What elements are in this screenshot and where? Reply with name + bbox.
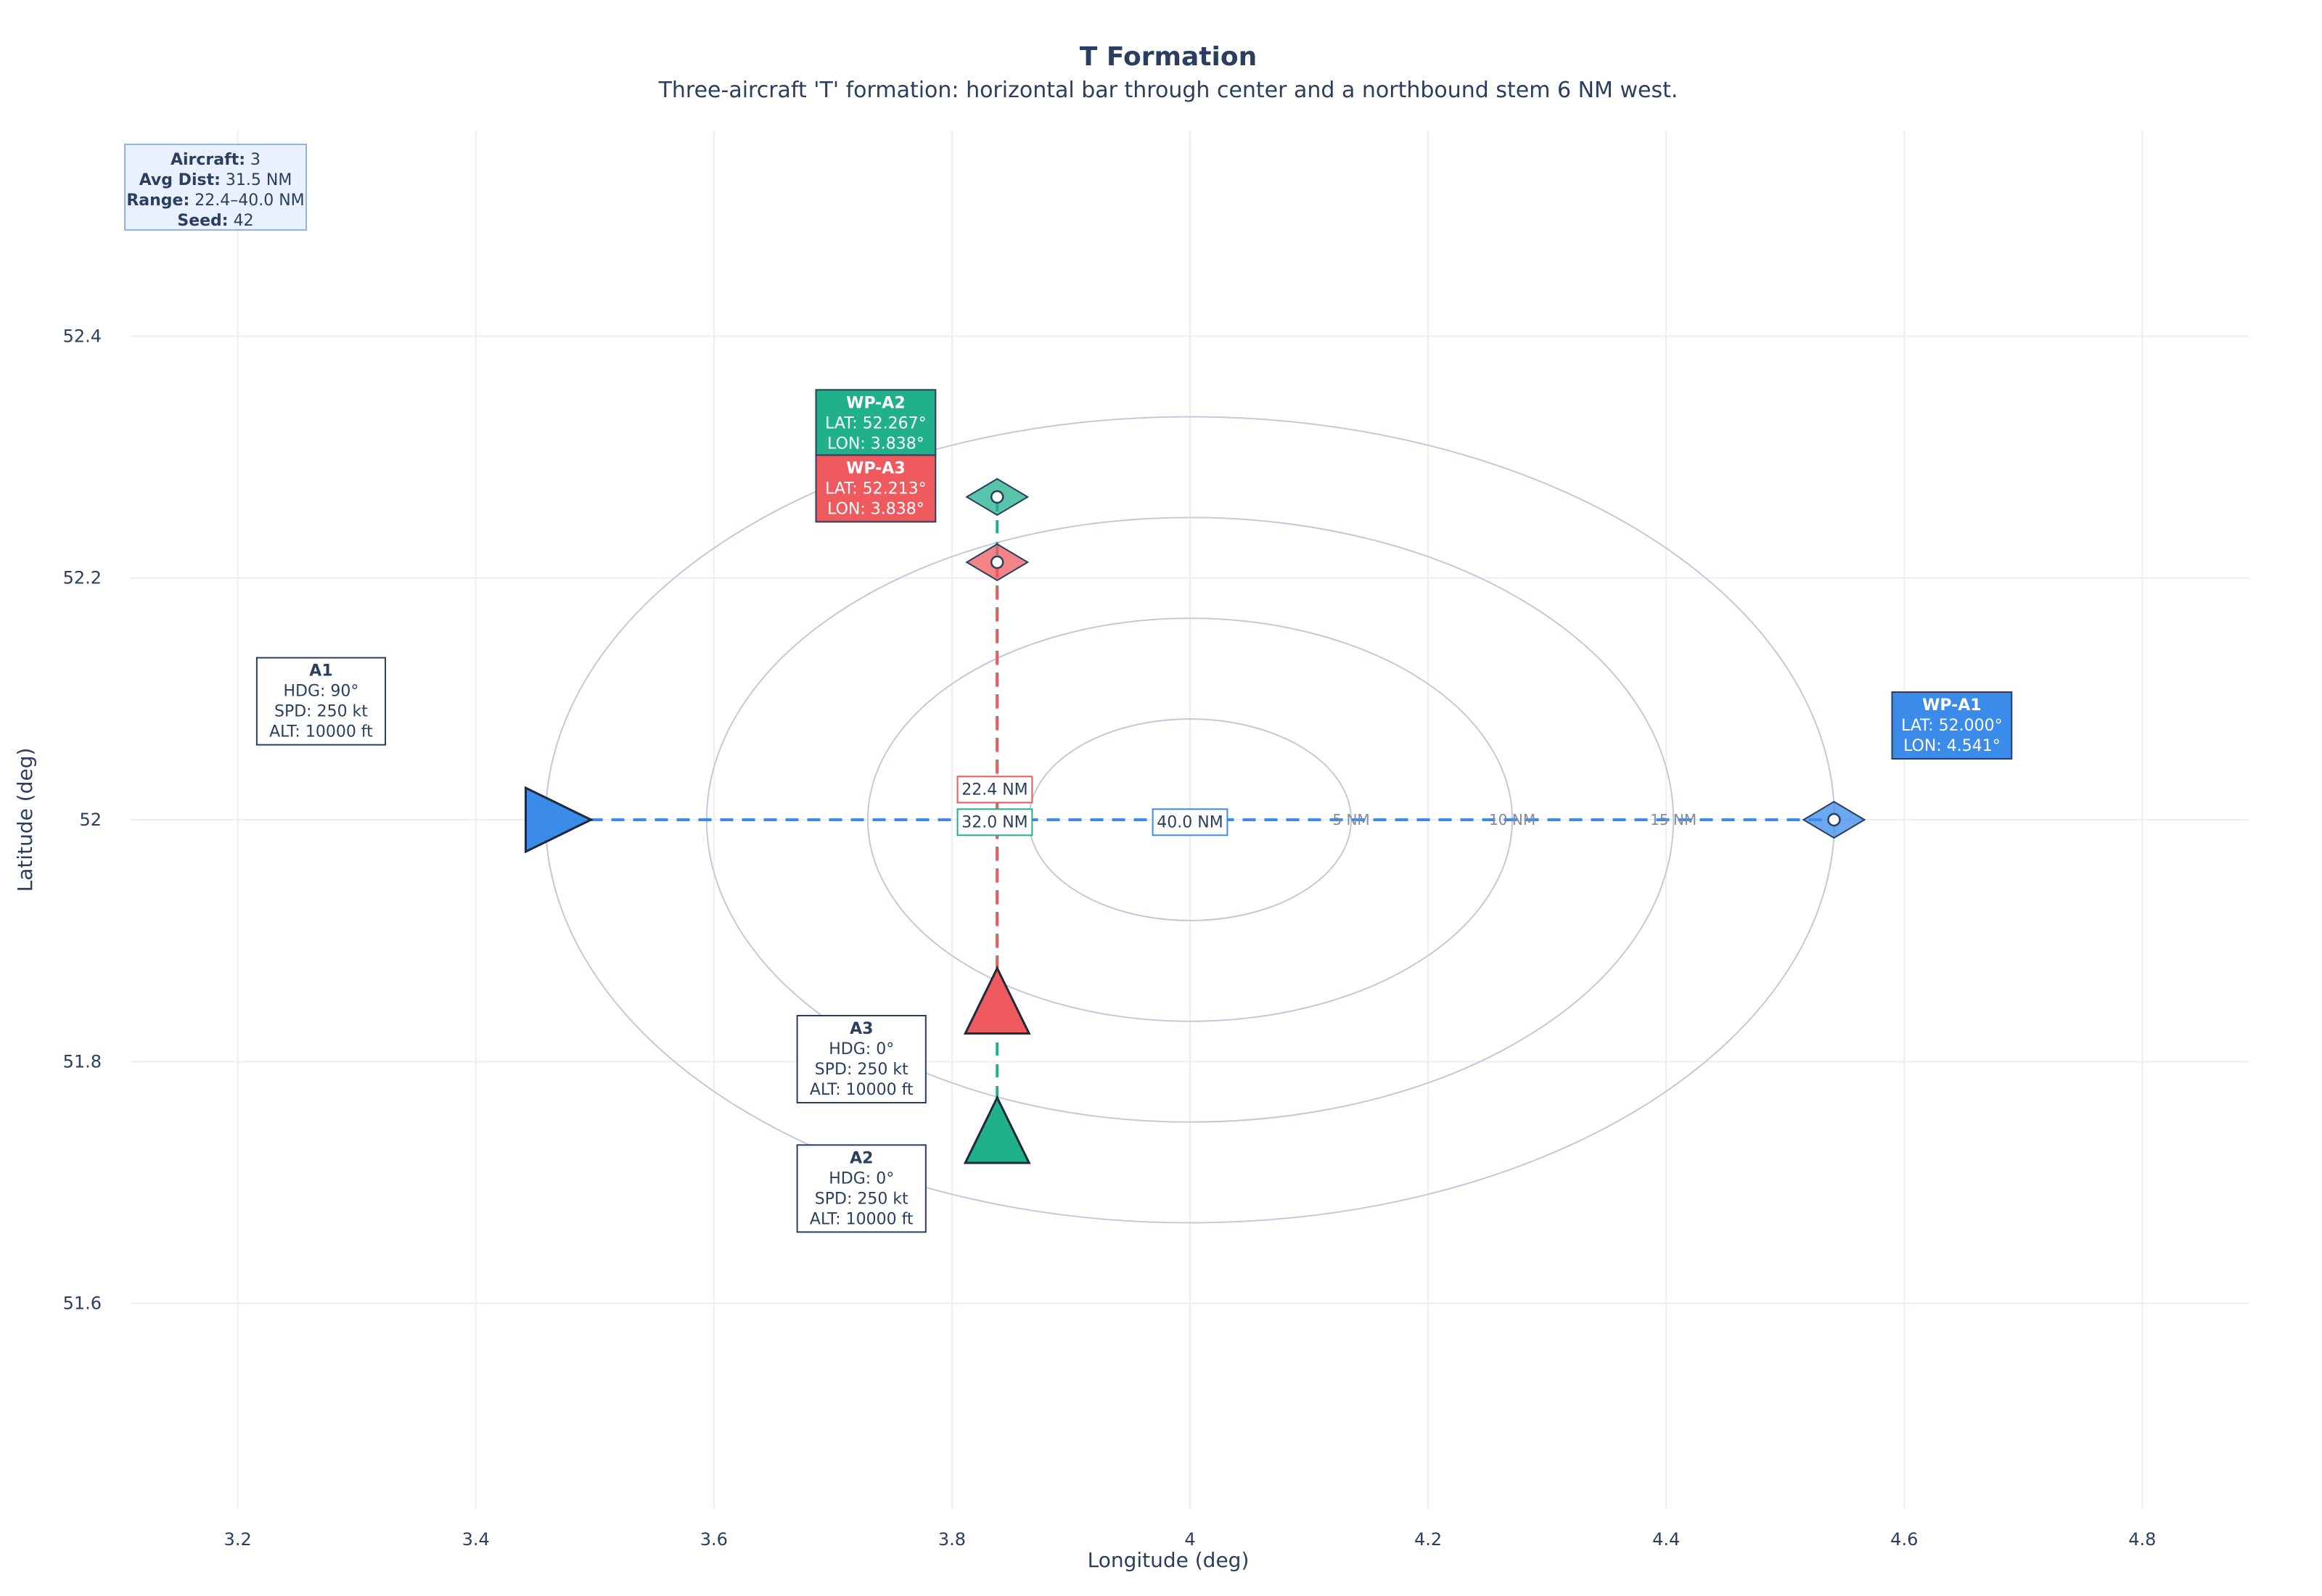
summary-info-bg bbox=[124, 144, 307, 231]
waypoint-label-a3-line: WP-A3 bbox=[846, 459, 905, 477]
x-tick-label: 4.6 bbox=[1890, 1529, 1918, 1550]
waypoint-label-a2-line: WP-A2 bbox=[846, 394, 905, 412]
aircraft-triangle bbox=[963, 966, 1031, 1035]
summary-info-row: Range: 22.4–40.0 NM bbox=[126, 192, 304, 210]
aircraft-triangle bbox=[963, 1095, 1031, 1164]
summary-info-value: 3 bbox=[245, 151, 260, 169]
aircraft-markers bbox=[525, 477, 1866, 1164]
summary-info-key: Avg Dist: bbox=[139, 171, 221, 189]
waypoint-dot bbox=[990, 490, 1004, 504]
y-tick-label: 51.8 bbox=[63, 1051, 102, 1071]
distance-label-a3: 22.4 NM bbox=[956, 776, 1033, 804]
x-tick-label: 4.2 bbox=[1414, 1529, 1442, 1550]
aircraft-info-a3-line: ALT: 10000 ft bbox=[810, 1081, 914, 1099]
aircraft-info-a1-line: A1 bbox=[309, 662, 332, 680]
y-tick-label: 52 bbox=[79, 810, 102, 830]
waypoint-label-a2-line: LON: 3.838° bbox=[827, 435, 924, 453]
waypoint-label-a1-line: LAT: 52.000° bbox=[1901, 717, 2003, 735]
x-axis-title: Longitude (deg) bbox=[1088, 1548, 1250, 1572]
range-ring-label: 10 NM bbox=[1489, 811, 1535, 828]
aircraft-a2-icon bbox=[963, 1095, 1031, 1164]
aircraft-info-a2-line: SPD: 250 kt bbox=[815, 1190, 908, 1208]
waypoint-a3-icon bbox=[965, 543, 1030, 582]
summary-info-key: Range: bbox=[126, 192, 189, 210]
summary-info-key: Seed: bbox=[177, 212, 228, 230]
waypoint-label-a1-box bbox=[1891, 691, 2013, 760]
waypoint-label-a1: WP-A1 LAT: 52.000° LON: 4.541° bbox=[1891, 691, 2013, 760]
distance-label-a3-line: 22.4 NM bbox=[961, 781, 1027, 799]
y-axis-title: Latitude (deg) bbox=[13, 748, 37, 892]
aircraft-info-a3-line: HDG: 0° bbox=[829, 1040, 894, 1058]
aircraft-a3-icon bbox=[963, 966, 1031, 1035]
aircraft-a1-icon bbox=[525, 786, 594, 854]
aircraft-info-a2: A2 HDG: 0° SPD: 250 kt ALT: 10000 ft bbox=[796, 1144, 927, 1233]
summary-info-value: 22.4–40.0 NM bbox=[189, 192, 304, 210]
x-tick-label: 3.4 bbox=[462, 1529, 490, 1550]
summary-info-row: Aircraft: 3 bbox=[171, 151, 260, 169]
waypoint-label-a3-line: LON: 3.838° bbox=[827, 500, 924, 518]
aircraft-info-a1: A1 HDG: 90° SPD: 250 kt ALT: 10000 ft bbox=[255, 657, 387, 746]
distance-label-a1-box bbox=[1152, 808, 1228, 836]
aircraft-info-a2-line: A2 bbox=[850, 1149, 873, 1167]
range-ring-label: 5 NM bbox=[1332, 811, 1369, 828]
range-ring-label: 15 NM bbox=[1650, 811, 1697, 828]
aircraft-info-a1-line: SPD: 250 kt bbox=[274, 703, 368, 721]
waypoint-dot bbox=[1827, 813, 1841, 827]
x-tick-label: 4.4 bbox=[1652, 1529, 1680, 1550]
aircraft-info-a2-line: ALT: 10000 ft bbox=[810, 1210, 914, 1228]
waypoint-label-a1-line: LON: 4.541° bbox=[1903, 737, 2001, 755]
aircraft-info-a3-line: A3 bbox=[850, 1020, 873, 1038]
summary-info-row: Avg Dist: 31.5 NM bbox=[139, 171, 292, 189]
distance-label-a2: 32.0 NM bbox=[956, 808, 1033, 836]
waypoint-label-a2-box bbox=[815, 389, 937, 458]
distance-label-a3-box bbox=[956, 776, 1033, 804]
distance-label-a1: 40.0 NM bbox=[1152, 808, 1228, 836]
aircraft-info-a3: A3 HDG: 0° SPD: 250 kt ALT: 10000 ft bbox=[796, 1015, 927, 1103]
aircraft-info-a2-box bbox=[796, 1144, 927, 1233]
aircraft-info-a2-line: HDG: 0° bbox=[829, 1169, 894, 1188]
summary-info-row: Seed: 42 bbox=[177, 212, 253, 230]
summary-info-box: Aircraft: 3 Avg Dist: 31.5 NM Range: 22.4–… bbox=[124, 144, 307, 231]
axis-ticks: 3.2 3.4 3.6 3.8 4 4.2 4.4 4.6 4.8 51.6 51.8 52 52.2 5… bbox=[63, 326, 2157, 1550]
summary-info-value: 42 bbox=[229, 212, 254, 230]
y-tick-label: 52.4 bbox=[63, 326, 102, 346]
annotations: 5 NM 10 NM 15 NM A1 HDG: 90° SPD: 250 kt ALT: … bbox=[124, 144, 2013, 1233]
chart-subtitle: Three-aircraft 'T' formation: horizontal… bbox=[658, 78, 1678, 103]
chart-title: T Formation bbox=[1080, 42, 1257, 72]
x-tick-label: 4 bbox=[1184, 1529, 1195, 1550]
waypoint-label-a2-line: LAT: 52.267° bbox=[825, 414, 927, 432]
aircraft-triangle bbox=[525, 786, 594, 854]
aircraft-info-a3-box bbox=[796, 1015, 927, 1103]
summary-info-value: 31.5 NM bbox=[221, 171, 292, 189]
waypoint-label-a2: WP-A2 LAT: 52.267° LON: 3.838° bbox=[815, 389, 937, 458]
aircraft-info-a1-line: ALT: 10000 ft bbox=[269, 723, 373, 741]
waypoint-a1-icon bbox=[1802, 800, 1866, 839]
waypoint-a2-icon bbox=[965, 477, 1030, 517]
aircraft-info-a1-line: HDG: 90° bbox=[284, 683, 359, 701]
distance-label-a2-line: 32.0 NM bbox=[961, 813, 1027, 831]
aircraft-info-a1-box bbox=[255, 657, 387, 746]
distance-label-a1-line: 40.0 NM bbox=[1157, 813, 1223, 831]
x-tick-label: 4.8 bbox=[2128, 1529, 2156, 1550]
x-tick-label: 3.6 bbox=[700, 1529, 728, 1550]
x-tick-label: 3.8 bbox=[938, 1529, 966, 1550]
x-tick-label: 3.2 bbox=[224, 1529, 252, 1550]
waypoint-dot bbox=[990, 555, 1004, 569]
waypoint-label-a1-line: WP-A1 bbox=[1922, 696, 1981, 715]
waypoint-label-a3-box bbox=[815, 454, 937, 523]
y-tick-label: 51.6 bbox=[63, 1293, 102, 1314]
summary-info-key: Aircraft: bbox=[171, 151, 245, 169]
waypoint-label-a3-line: LAT: 52.213° bbox=[825, 480, 927, 498]
aircraft-info-a3-line: SPD: 250 kt bbox=[815, 1061, 908, 1079]
waypoint-label-a3: WP-A3 LAT: 52.213° LON: 3.838° bbox=[815, 454, 937, 523]
distance-label-a2-box bbox=[956, 808, 1033, 836]
y-tick-label: 52.2 bbox=[63, 568, 102, 588]
